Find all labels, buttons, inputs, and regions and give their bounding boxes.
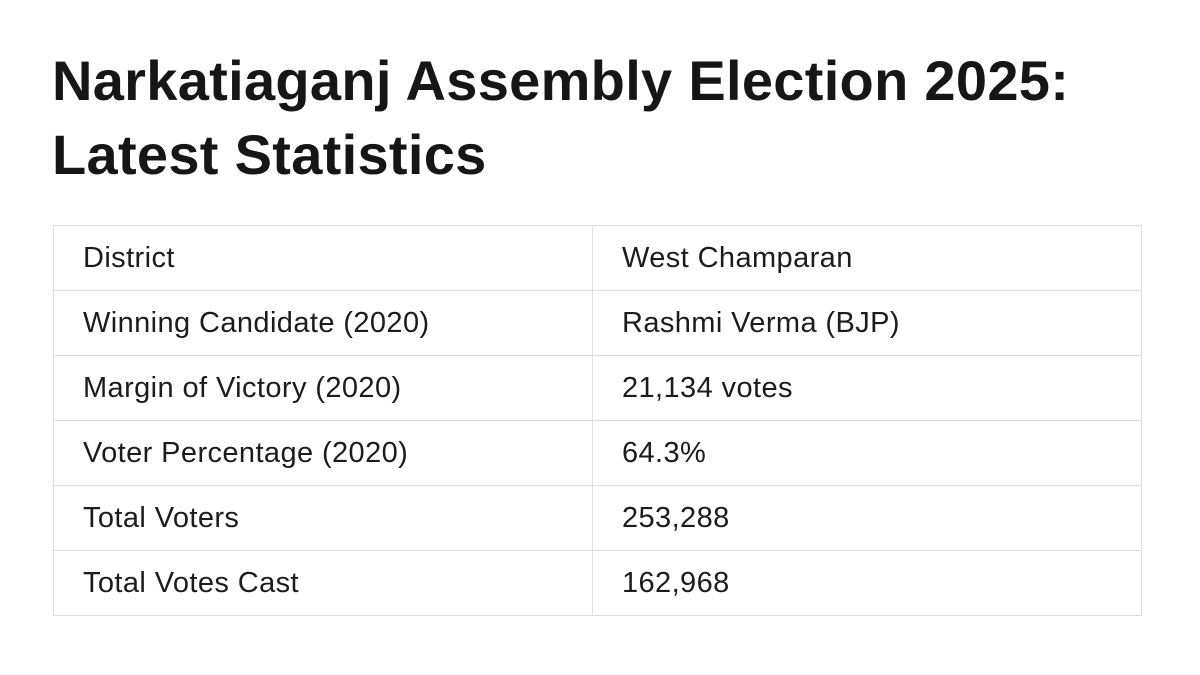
table-row-voter-percentage: Voter Percentage (2020) 64.3% [53, 420, 1142, 486]
row-value: West Champaran [592, 225, 1142, 291]
table-row-district: District West Champaran [53, 225, 1142, 291]
table-row-total-voters: Total Voters 253,288 [53, 485, 1142, 551]
page-title: Narkatiaganj Assembly Election 2025: Lat… [52, 49, 1070, 186]
row-label: Total Votes Cast [53, 550, 593, 616]
row-label: Margin of Victory (2020) [53, 355, 593, 421]
row-value: 64.3% [592, 420, 1142, 486]
row-label: District [53, 225, 593, 291]
table-row-margin-of-victory: Margin of Victory (2020) 21,134 votes [53, 355, 1142, 421]
table-row-total-votes-cast: Total Votes Cast 162,968 [53, 550, 1142, 616]
row-value: Rashmi Verma (BJP) [592, 290, 1142, 356]
row-value: 21,134 votes [592, 355, 1142, 421]
row-value: 162,968 [592, 550, 1142, 616]
row-label: Winning Candidate (2020) [53, 290, 593, 356]
row-value: 253,288 [592, 485, 1142, 551]
statistics-table: District West Champaran Winning Candidat… [53, 225, 1142, 616]
row-label: Voter Percentage (2020) [53, 420, 593, 486]
table-row-winning-candidate: Winning Candidate (2020) Rashmi Verma (B… [53, 290, 1142, 356]
row-label: Total Voters [53, 485, 593, 551]
